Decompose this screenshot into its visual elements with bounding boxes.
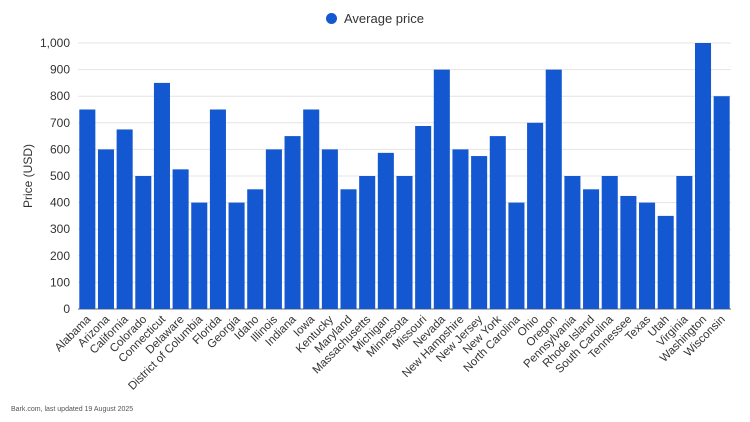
bar [359,176,376,309]
bar [583,189,600,309]
bar [433,69,450,309]
bar [303,109,320,309]
bar [191,202,208,309]
bar [228,202,245,309]
x-axis-ticks: AlabamaArizonaCaliforniaColoradoConnecti… [53,313,728,393]
bar [713,96,730,309]
bar [247,189,264,309]
bars [79,43,730,310]
bar [545,69,562,309]
bar [79,109,96,309]
bar [657,215,674,309]
y-tick-label: 900 [50,63,70,77]
legend-label: Average price [344,11,424,26]
y-tick-label: 0 [63,302,70,316]
bar [377,152,394,309]
bar [396,176,413,309]
legend-swatch [326,13,337,24]
bar [97,149,115,309]
bar [265,149,282,309]
bar [116,129,133,309]
y-tick-label: 800 [50,89,70,103]
bar [508,202,525,309]
y-tick-label: 700 [50,116,70,130]
bar [321,149,338,309]
y-tick-label: 1,000 [40,36,70,50]
bar [527,122,544,309]
y-tick-label: 100 [50,275,70,289]
bar [471,156,488,309]
bar [452,149,469,309]
y-axis-title: Price (USD) [21,144,35,208]
y-tick-label: 300 [50,222,70,236]
source-note: Bark.com, last updated 19 August 2025 [11,406,134,413]
y-tick-label: 400 [50,196,70,210]
legend: Average price [0,11,750,26]
y-axis-ticks: 0 100 200 300 400 500 600 700 800 900 1,000 [40,36,70,316]
bar [153,82,170,310]
bar [415,125,432,309]
bar [209,109,226,309]
bar [694,43,712,309]
bar [172,169,189,309]
y-tick-label: 500 [50,169,70,183]
bar [620,195,637,309]
bar [135,176,152,309]
y-tick-label: 600 [50,142,70,156]
bar [489,136,506,309]
bar [601,176,618,309]
bar [564,176,581,309]
bar [284,136,301,309]
bar [676,176,693,309]
bar [639,202,656,309]
y-tick-label: 200 [50,249,70,263]
bar [340,189,357,309]
